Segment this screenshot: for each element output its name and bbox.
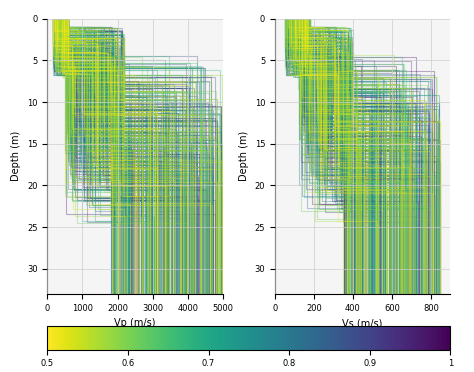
Y-axis label: Depth (m): Depth (m): [239, 131, 249, 182]
Y-axis label: Depth (m): Depth (m): [11, 131, 21, 182]
X-axis label: Vp (m/s): Vp (m/s): [114, 318, 156, 328]
X-axis label: Vs (m/s): Vs (m/s): [342, 318, 383, 328]
